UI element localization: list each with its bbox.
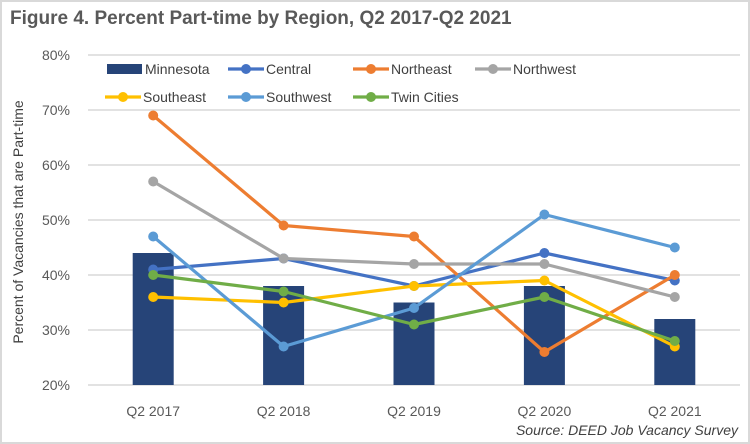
point-central bbox=[539, 248, 550, 258]
point-northeast bbox=[409, 231, 419, 242]
point-northwest bbox=[409, 259, 419, 269]
point-twin-cities bbox=[148, 270, 159, 280]
y-tick-label: 50% bbox=[42, 212, 70, 228]
point-northwest bbox=[539, 259, 550, 269]
legend-marker bbox=[118, 92, 128, 102]
y-tick-label: 30% bbox=[42, 322, 70, 338]
y-tick-label: 80% bbox=[42, 47, 70, 63]
series-northeast bbox=[148, 110, 680, 357]
legend-item-central: Central bbox=[228, 61, 311, 77]
x-tick-label: Q2 2021 bbox=[648, 403, 702, 419]
legend-marker bbox=[366, 64, 376, 74]
bar-minnesota bbox=[393, 302, 435, 385]
x-axis-ticks: Q2 2017 Q2 2018 Q2 2019 Q2 2020 Q2 2021 bbox=[126, 403, 702, 419]
legend-label: Southwest bbox=[266, 89, 331, 105]
legend-label: Minnesota bbox=[145, 61, 210, 77]
y-tick-label: 40% bbox=[42, 267, 70, 283]
legend-marker bbox=[488, 64, 498, 74]
legend-marker bbox=[241, 64, 251, 74]
legend-marker bbox=[366, 92, 376, 102]
point-northeast bbox=[148, 110, 159, 121]
legend-item-southwest: Southwest bbox=[228, 89, 331, 105]
point-southeast bbox=[409, 281, 419, 291]
source-note: Source: DEED Job Vacancy Survey bbox=[515, 422, 738, 438]
point-southwest bbox=[148, 231, 159, 242]
y-axis-ticks: 20% 30% 40% 50% 60% 70% 80% bbox=[42, 47, 70, 393]
chart-title: Figure 4. Percent Part-time by Region, Q… bbox=[10, 8, 512, 29]
y-axis-label: Percent of Vacancies that are Part-time bbox=[10, 100, 26, 344]
x-tick-label: Q2 2019 bbox=[387, 403, 441, 419]
y-tick-label: 20% bbox=[42, 377, 70, 393]
point-northwest bbox=[148, 176, 159, 187]
point-northeast bbox=[539, 347, 550, 357]
bar-minnesota bbox=[654, 319, 696, 385]
x-tick-label: Q2 2018 bbox=[257, 403, 311, 419]
legend-swatch bbox=[107, 64, 142, 74]
legend-marker bbox=[241, 92, 251, 102]
y-tick-label: 60% bbox=[42, 157, 70, 173]
point-southeast bbox=[278, 297, 289, 308]
point-southeast bbox=[539, 275, 550, 286]
legend-item-minnesota: Minnesota bbox=[107, 61, 210, 77]
legend-item-northwest: Northwest bbox=[475, 61, 576, 77]
point-southeast bbox=[148, 292, 159, 302]
legend-label: Twin Cities bbox=[391, 89, 459, 105]
legend-label: Northeast bbox=[391, 61, 452, 77]
point-twin-cities bbox=[669, 336, 680, 346]
series-northwest bbox=[148, 176, 680, 302]
point-northwest bbox=[278, 253, 289, 264]
x-tick-label: Q2 2020 bbox=[518, 403, 572, 419]
legend-item-northeast: Northeast bbox=[353, 61, 452, 77]
point-northeast bbox=[278, 220, 289, 231]
point-southwest bbox=[669, 242, 680, 253]
series-twin-cities bbox=[148, 270, 680, 346]
legend-item-southeast: Southeast bbox=[105, 89, 206, 105]
series-lines bbox=[148, 110, 680, 357]
point-southwest bbox=[539, 209, 550, 220]
point-twin-cities bbox=[278, 286, 289, 297]
legend-label: Southeast bbox=[143, 89, 206, 105]
y-tick-label: 70% bbox=[42, 102, 70, 118]
point-northwest bbox=[669, 292, 680, 302]
legend-label: Northwest bbox=[513, 61, 576, 77]
legend: Minnesota Central Northeast Northwest Southe… bbox=[105, 61, 576, 105]
point-southwest bbox=[409, 303, 419, 313]
x-tick-label: Q2 2017 bbox=[126, 403, 180, 419]
point-twin-cities bbox=[409, 319, 419, 330]
legend-label: Central bbox=[266, 61, 311, 77]
series-southwest bbox=[148, 209, 680, 352]
legend-item-twin-cities: Twin Cities bbox=[353, 89, 459, 105]
series-southeast bbox=[148, 275, 680, 352]
point-twin-cities bbox=[539, 292, 550, 302]
point-southwest bbox=[278, 341, 289, 352]
point-northeast bbox=[669, 270, 680, 280]
